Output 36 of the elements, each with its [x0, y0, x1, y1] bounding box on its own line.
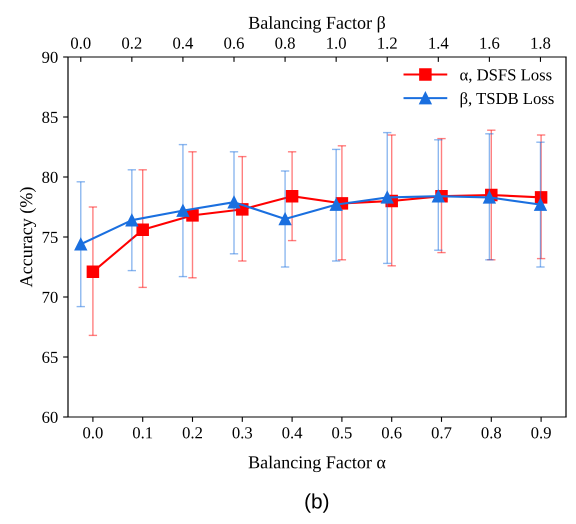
- x2-tick-label: 0.6: [224, 38, 244, 49]
- x-tick-label: 0.3: [232, 427, 252, 439]
- x-tick-label: 0.9: [531, 427, 551, 439]
- x2-tick-label: 0.8: [275, 38, 295, 49]
- x2-tick-label: 1.8: [532, 38, 550, 49]
- x-tick-label: 0.2: [182, 427, 202, 439]
- x2-tick-label: 1.2: [378, 38, 397, 49]
- x-tick-label: 0.6: [382, 427, 402, 439]
- x-tick-label: 0.0: [83, 427, 103, 439]
- x2-tick-label: 0.2: [122, 38, 142, 49]
- x2-tick-label: 1.0: [327, 38, 346, 49]
- x-tick-label: 0.8: [482, 427, 502, 439]
- y-tick-label: 75: [42, 232, 58, 243]
- x-tick-label: 0.7: [432, 427, 452, 439]
- x2-tick-label: 0.0: [70, 38, 91, 49]
- x-tick-label: 0.4: [282, 427, 302, 439]
- point: [86, 266, 100, 278]
- y-tick-label: 65: [42, 352, 58, 363]
- x-tick-label: 0.5: [332, 427, 352, 439]
- x-axis-title: Balancing Factor α: [248, 456, 386, 472]
- x-tick-label: 0.1: [132, 427, 152, 439]
- y-tick-label: 85: [42, 112, 58, 123]
- point: [136, 224, 149, 236]
- text: (b): [305, 493, 328, 513]
- y-axis-title: Accuracy (%): [20, 187, 36, 288]
- y-tick-label: 70: [42, 292, 58, 303]
- y-tick-label: 60: [42, 412, 58, 423]
- legend-label: α, DSFS Loss: [460, 69, 552, 83]
- x2-tick-label: 1.4: [429, 38, 448, 49]
- y-tick-label: 90: [42, 52, 58, 63]
- legend-label: β, TSDB Loss: [460, 92, 554, 108]
- x2-axis-title: Balancing Factor β: [248, 16, 385, 33]
- y-tick-label: 80: [42, 172, 58, 183]
- x2-tick-label: 0.4: [173, 38, 194, 49]
- point: [286, 190, 298, 202]
- x2-tick-label: 1.6: [480, 38, 500, 49]
